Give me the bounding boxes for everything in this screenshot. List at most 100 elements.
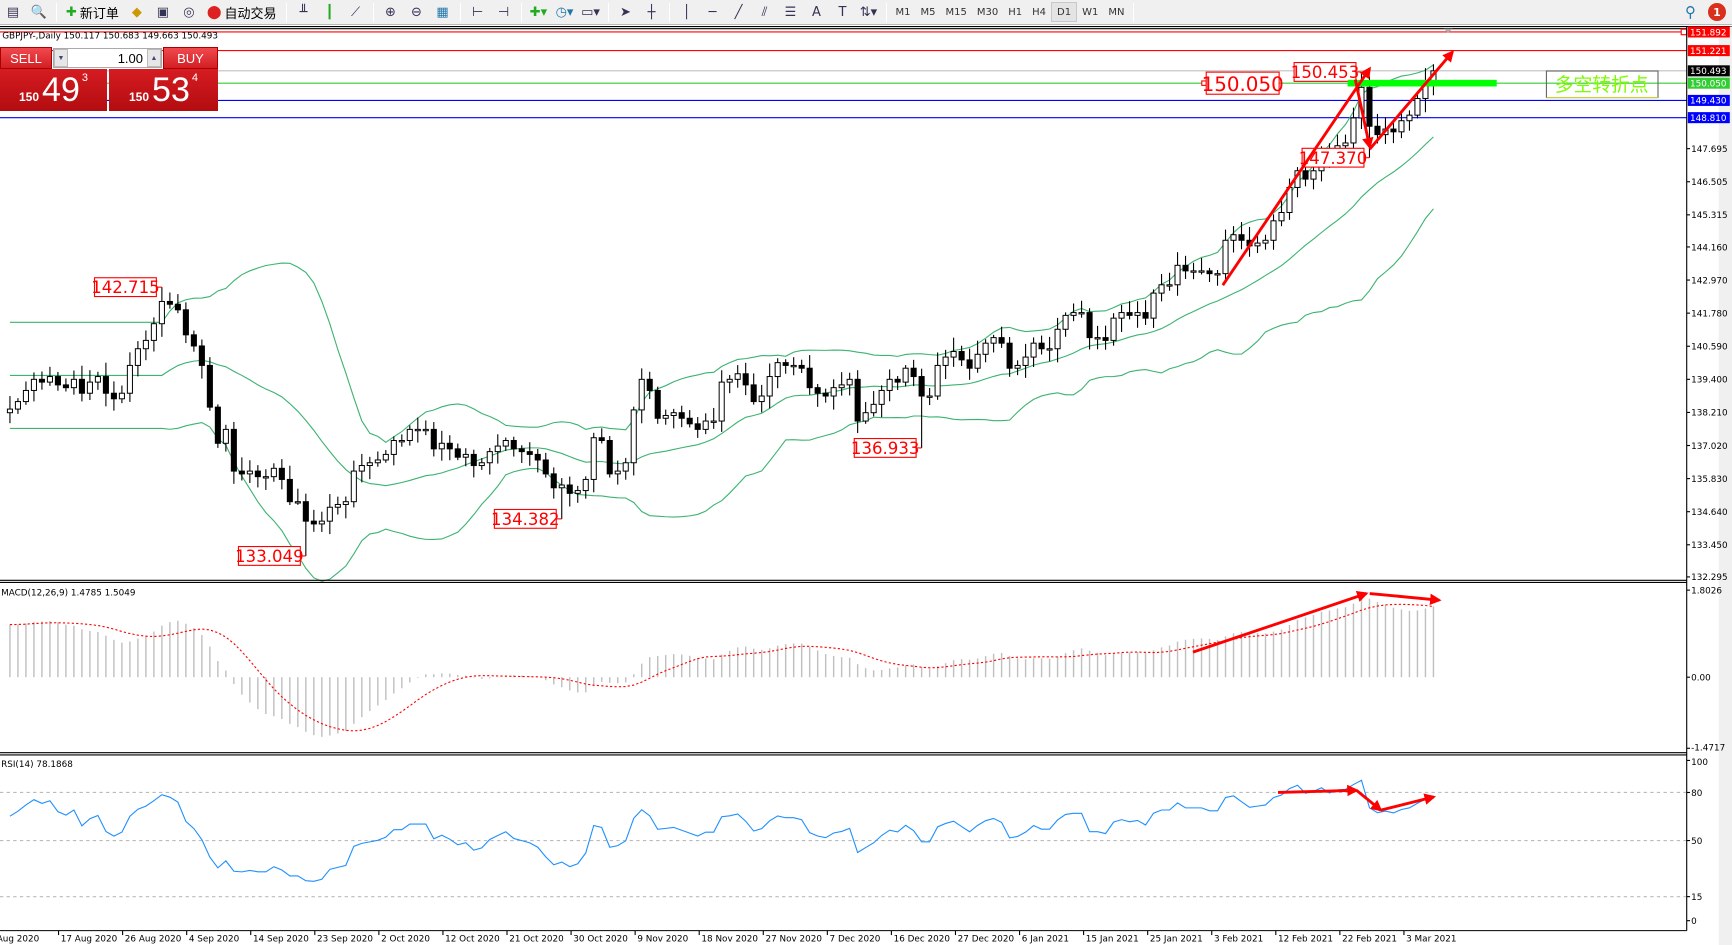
candle bbox=[110, 381, 117, 411]
horizontal-line-icon[interactable]: ─ bbox=[708, 4, 717, 20]
autoscroll-icon[interactable]: ⊢ bbox=[471, 4, 484, 20]
timeframe-d1[interactable]: D1 bbox=[1051, 2, 1078, 22]
bull-candle-body bbox=[86, 381, 93, 394]
price-tick-label: 142.970 bbox=[1691, 276, 1728, 286]
trendline-icon[interactable]: ╱ bbox=[734, 4, 743, 20]
bull-candle-body bbox=[950, 351, 957, 358]
candle bbox=[142, 330, 149, 361]
timeframe-m15[interactable]: M15 bbox=[945, 6, 967, 18]
candle bbox=[318, 511, 325, 532]
bull-candle-body bbox=[934, 364, 941, 397]
bull-candle-body bbox=[486, 451, 493, 464]
candle bbox=[1086, 308, 1093, 350]
candle bbox=[22, 381, 29, 405]
bull-candle-body bbox=[1310, 170, 1317, 180]
ask-fraction: 4 bbox=[191, 72, 198, 84]
date-tick-label: 17 Aug 2020 bbox=[61, 935, 118, 945]
bear-candle-body bbox=[214, 406, 221, 444]
tile-windows-icon[interactable]: ▦ bbox=[436, 4, 449, 20]
vertical-line-icon[interactable]: │ bbox=[682, 4, 691, 20]
bar-chart-icon[interactable]: ╨ bbox=[299, 4, 308, 20]
bull-candle-body bbox=[1398, 120, 1405, 133]
market-watch-icon[interactable]: 🔍 bbox=[30, 4, 48, 20]
fibonacci-icon[interactable]: ☰ bbox=[784, 4, 797, 20]
sell-button[interactable]: SELL bbox=[0, 47, 52, 69]
candle bbox=[1198, 258, 1205, 275]
candle bbox=[1190, 262, 1197, 280]
arrows-icon[interactable]: ⇅▾ bbox=[859, 4, 878, 20]
text-icon[interactable]: A bbox=[812, 4, 821, 20]
bull-candle-body bbox=[710, 420, 717, 423]
candle bbox=[158, 287, 165, 337]
new-order-button[interactable]: ✚ 新订单 bbox=[63, 2, 122, 23]
candle bbox=[62, 378, 69, 392]
bull-candle-body bbox=[46, 376, 53, 383]
timeframe-m30[interactable]: M30 bbox=[976, 6, 999, 18]
toolbar-divider bbox=[885, 2, 887, 22]
candle bbox=[1054, 317, 1061, 363]
text-label-icon[interactable]: T bbox=[838, 4, 847, 20]
indicators-icon[interactable]: ✚▾ bbox=[529, 4, 548, 20]
notification-badge[interactable]: 1 bbox=[1708, 3, 1726, 21]
candle bbox=[1014, 360, 1021, 376]
equidistant-channel-icon[interactable]: ⫽ bbox=[761, 4, 768, 20]
candle bbox=[566, 476, 573, 507]
bear-candle-body bbox=[38, 378, 45, 383]
bull-candle-body bbox=[1254, 242, 1261, 247]
bull-candle-body bbox=[886, 378, 893, 391]
auto-trading-button[interactable]: ⬤ 自动交易 bbox=[204, 2, 280, 23]
candlestick-icon[interactable]: ┃ bbox=[325, 4, 334, 20]
zoom-out-icon[interactable]: ⊖ bbox=[411, 4, 422, 20]
bear-candle-body bbox=[310, 520, 317, 525]
crosshair-icon[interactable]: ┼ bbox=[647, 4, 656, 20]
date-tick-label: 4 Sep 2020 bbox=[189, 935, 240, 945]
candle bbox=[998, 326, 1005, 348]
timeframe-w1[interactable]: W1 bbox=[1082, 6, 1099, 18]
chart-shift-icon[interactable]: ⊣ bbox=[497, 4, 510, 20]
bear-candle-body bbox=[1038, 342, 1045, 350]
lot-decrease-button[interactable]: ▼ bbox=[54, 49, 68, 67]
rsi-tick-label: 100 bbox=[1691, 758, 1708, 768]
candle bbox=[1142, 300, 1149, 325]
candle bbox=[782, 359, 789, 374]
lot-increase-button[interactable]: ▲ bbox=[147, 49, 161, 67]
periods-icon[interactable]: ◷▾ bbox=[555, 4, 574, 20]
bear-candle-body bbox=[958, 351, 965, 361]
signals-icon[interactable]: ◎ bbox=[183, 4, 195, 20]
profiles-icon[interactable]: ▤ bbox=[6, 4, 20, 20]
bull-candle-body bbox=[1278, 211, 1285, 222]
metaeditor-icon[interactable]: ◆ bbox=[131, 4, 142, 20]
zoom-in-icon[interactable]: ⊕ bbox=[385, 4, 396, 20]
bull-candle-body bbox=[150, 323, 157, 341]
timeframe-h1[interactable]: H1 bbox=[1008, 6, 1023, 18]
macd-tick-label: 0.00 bbox=[1691, 674, 1711, 684]
timeframe-mn[interactable]: MN bbox=[1108, 6, 1125, 18]
timeframe-m5[interactable]: M5 bbox=[920, 6, 936, 18]
candle bbox=[662, 409, 669, 425]
candle bbox=[550, 467, 557, 499]
cursor-icon[interactable]: ➤ bbox=[620, 4, 631, 20]
timeframe-h4[interactable]: H4 bbox=[1032, 6, 1046, 18]
candle bbox=[598, 428, 605, 444]
candle bbox=[726, 374, 733, 394]
search-icon[interactable]: ⚲ bbox=[1685, 3, 1696, 21]
bull-candle-body bbox=[1014, 364, 1021, 369]
ask-price-button[interactable]: 150 53 4 bbox=[109, 69, 218, 111]
line-chart-icon[interactable]: ⟋ bbox=[350, 4, 361, 20]
bear-candle-body bbox=[190, 334, 197, 347]
terminal-icon[interactable]: ▣ bbox=[156, 4, 170, 20]
bear-candle-body bbox=[542, 459, 549, 475]
lot-size-value[interactable]: 1.00 bbox=[117, 50, 143, 66]
templates-icon[interactable]: ▭▾ bbox=[581, 4, 600, 20]
timeframe-m1[interactable]: M1 bbox=[895, 6, 911, 18]
bull-candle-body bbox=[638, 378, 645, 411]
candle bbox=[846, 372, 853, 396]
lot-size-input[interactable]: ▼ 1.00 ▲ bbox=[53, 48, 162, 68]
buy-button[interactable]: BUY bbox=[163, 47, 218, 69]
red-arrow-annotation bbox=[1380, 793, 1436, 812]
bollinger-lower bbox=[9, 208, 1434, 582]
candle bbox=[182, 302, 189, 344]
bear-candle-body bbox=[566, 484, 573, 494]
bid-price-button[interactable]: 150 49 3 bbox=[0, 69, 107, 111]
